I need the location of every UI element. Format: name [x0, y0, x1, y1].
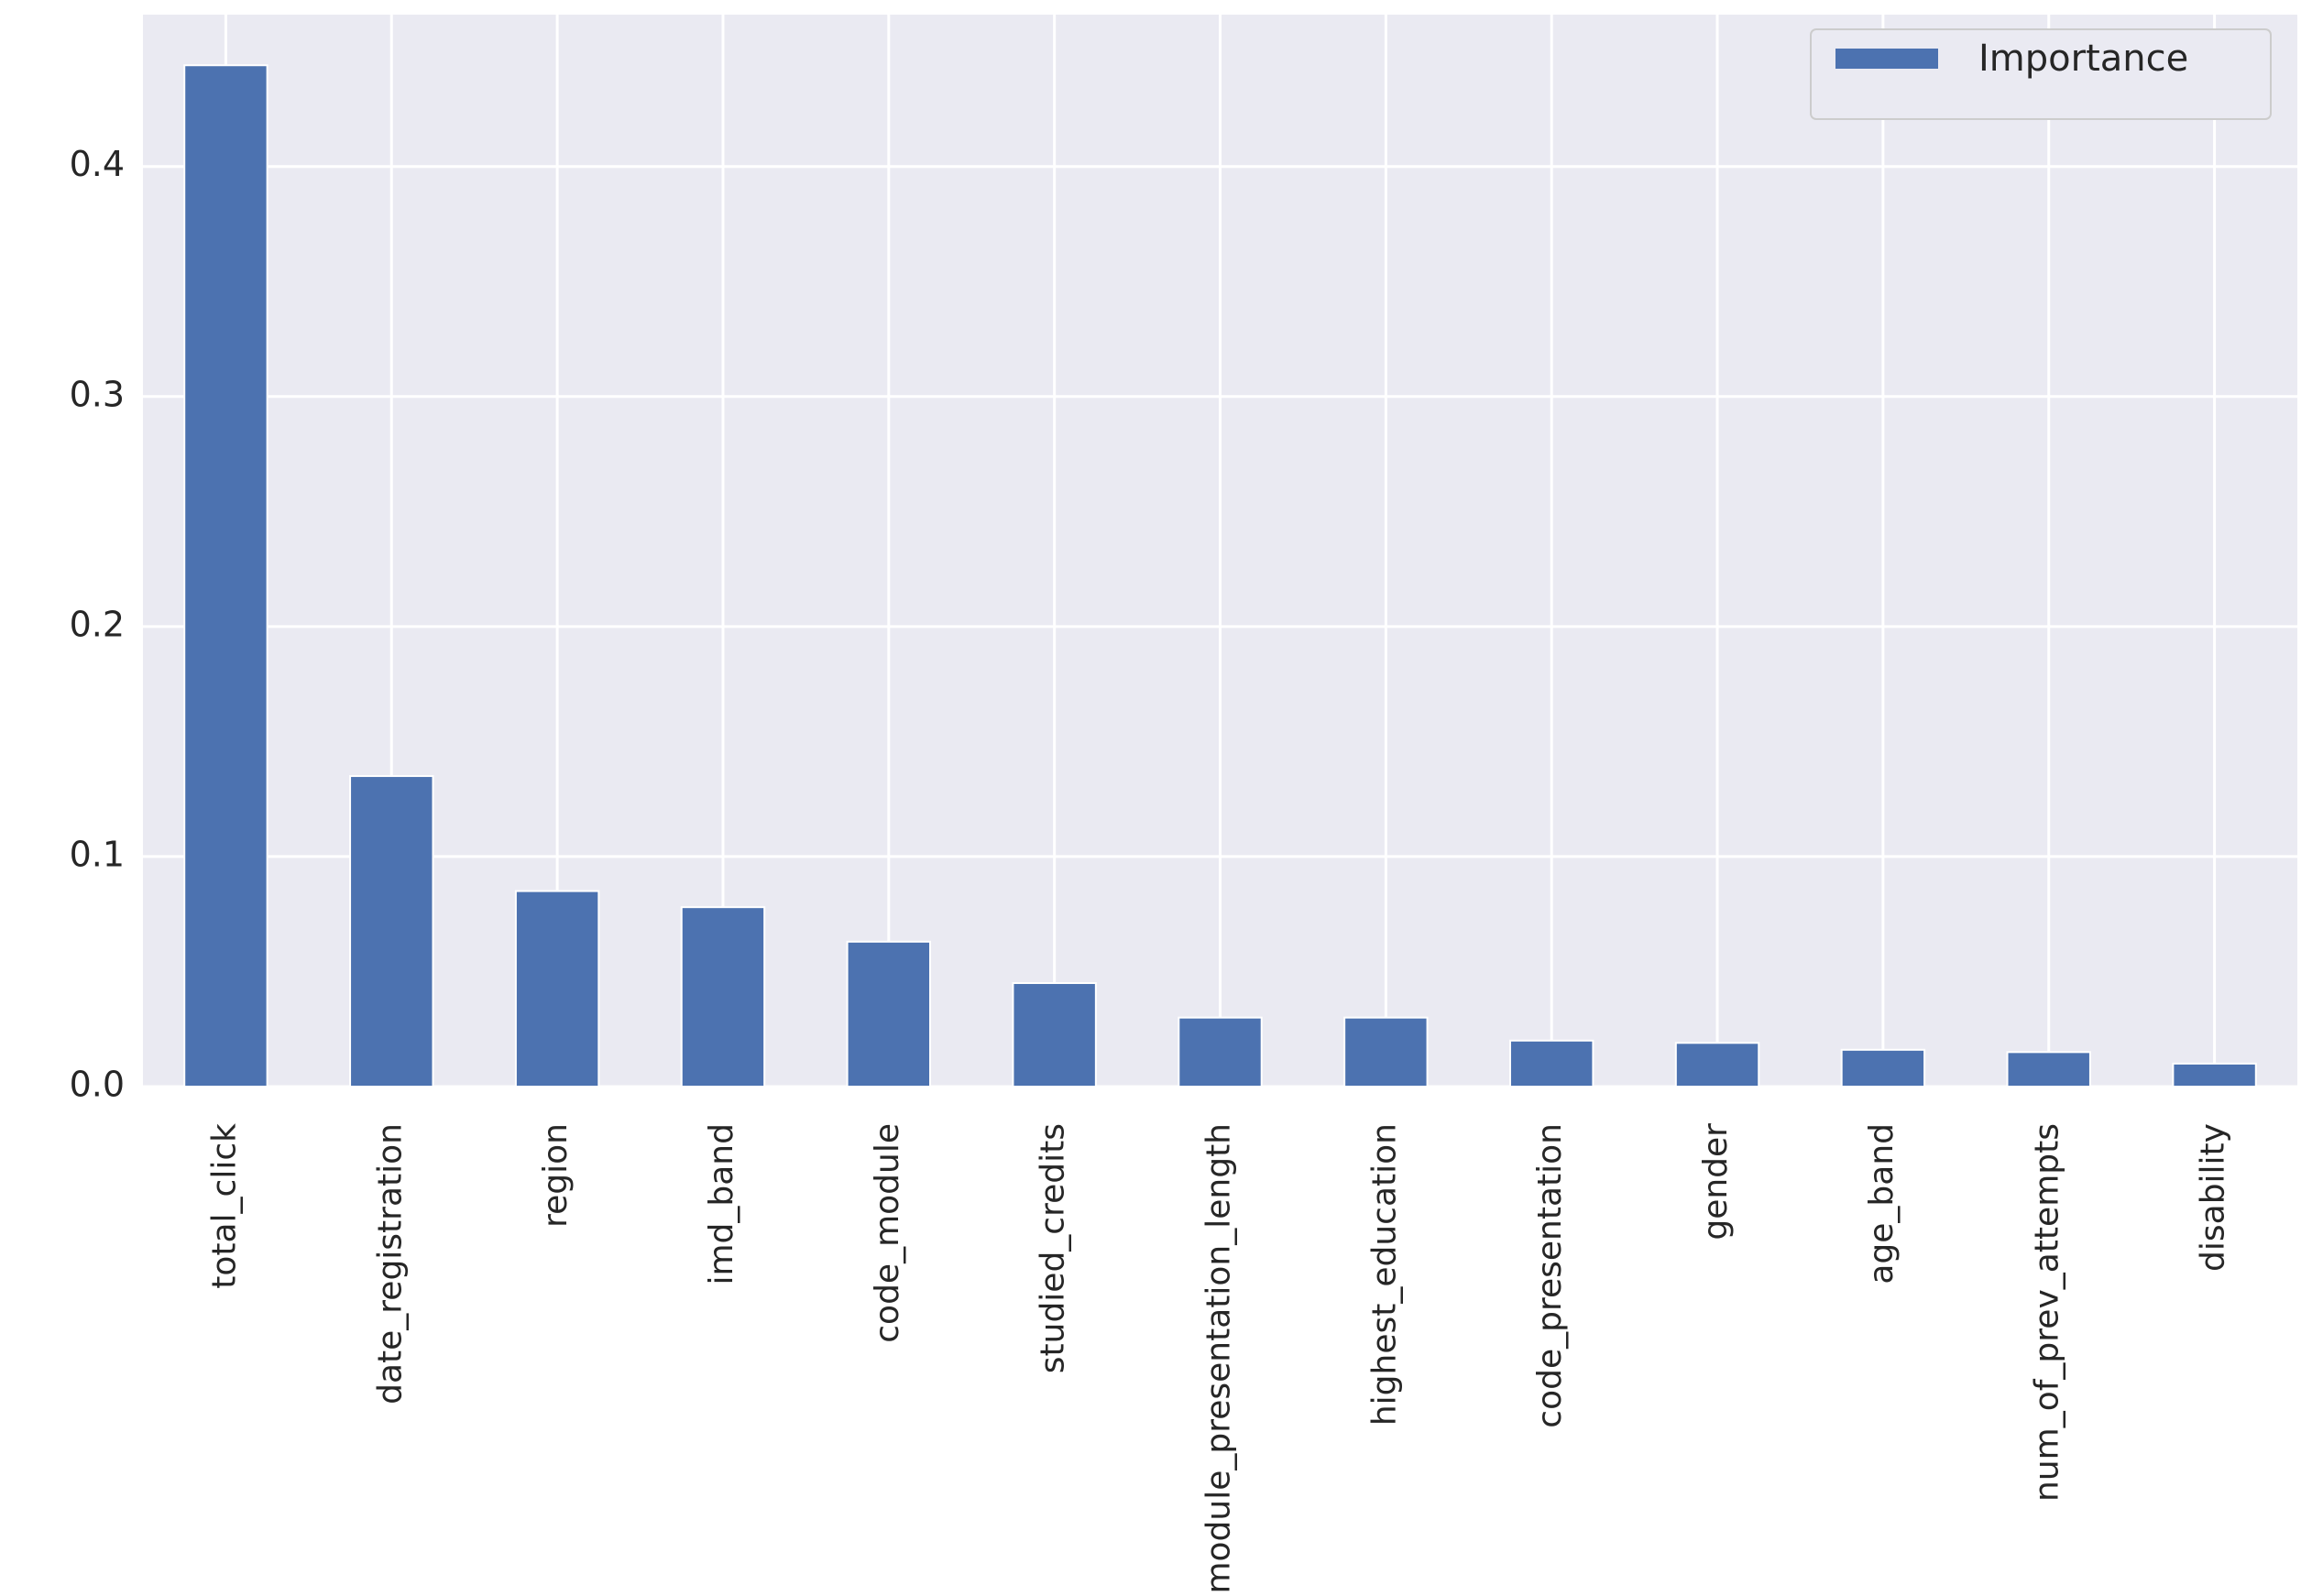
x-tick-label: highest_education — [1365, 1123, 1403, 1426]
x-tick-label: age_band — [1863, 1123, 1901, 1284]
x-tick-label: gender — [1697, 1123, 1735, 1241]
bar — [1343, 1016, 1429, 1088]
x-tick-label: imd_band — [703, 1123, 740, 1285]
y-tick-label: 0.4 — [70, 144, 125, 184]
y-tick-label: 0.2 — [70, 604, 125, 644]
bar — [1012, 982, 1097, 1088]
bar — [1178, 1016, 1263, 1088]
bar — [846, 940, 932, 1088]
y-tick-label: 0.0 — [70, 1065, 125, 1105]
x-tick-label: code_module — [869, 1123, 906, 1343]
x-tick-label: studied_credits — [1035, 1123, 1072, 1373]
x-tick-label: date_registration — [371, 1123, 409, 1405]
x-tick-label: module_presentation_length — [1200, 1123, 1238, 1594]
y-tick-label: 0.1 — [70, 834, 125, 874]
bar — [349, 775, 434, 1088]
x-tick-label: num_of_prev_attempts — [2029, 1123, 2066, 1502]
x-tick-label: disability — [2195, 1123, 2232, 1272]
bar — [2006, 1051, 2091, 1088]
bar — [680, 906, 766, 1088]
bar — [514, 890, 600, 1088]
x-tick-label: region — [537, 1123, 575, 1228]
bar — [2172, 1062, 2257, 1088]
bar — [1674, 1042, 1760, 1088]
legend: Importance — [1810, 28, 2272, 120]
x-tick-label: total_click — [205, 1123, 243, 1289]
legend-swatch — [1835, 49, 1938, 69]
bar — [1508, 1039, 1594, 1088]
legend-label: Importance — [1978, 38, 2188, 80]
bar — [183, 64, 268, 1088]
x-tick-label: code_presentation — [1531, 1123, 1569, 1428]
bar — [1840, 1048, 1926, 1088]
y-tick-label: 0.3 — [70, 374, 125, 414]
